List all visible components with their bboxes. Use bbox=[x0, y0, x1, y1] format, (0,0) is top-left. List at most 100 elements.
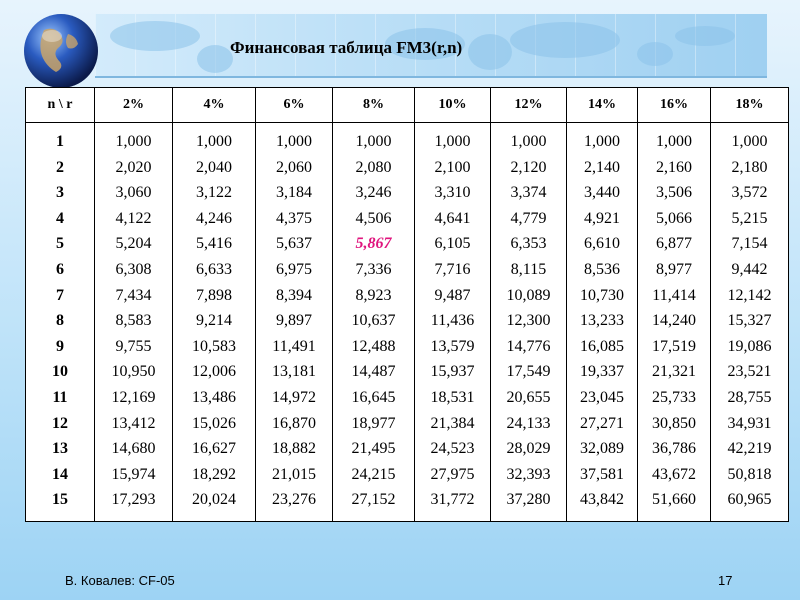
table-cell: 19,337 bbox=[580, 363, 624, 381]
table-cell: 1,000 bbox=[510, 133, 547, 150]
table-cell: 36,786 bbox=[652, 440, 696, 458]
table-cell: 3,184 bbox=[276, 184, 312, 202]
table-cell: 5,637 bbox=[276, 235, 312, 253]
table-cell: 2,120 bbox=[510, 158, 547, 176]
row-n-label: 2 bbox=[56, 158, 64, 176]
table-cell: 7,434 bbox=[115, 286, 152, 304]
table-cell: 8,977 bbox=[656, 260, 692, 278]
table-cell: 7,716 bbox=[434, 260, 471, 278]
table-cell: 21,321 bbox=[652, 363, 696, 381]
table-cell: 23,276 bbox=[272, 491, 316, 509]
table-cell: 18,292 bbox=[192, 465, 236, 483]
table-cell: 9,755 bbox=[115, 337, 152, 355]
table-cell: 16,645 bbox=[351, 388, 396, 406]
table-cell: 9,214 bbox=[196, 312, 232, 330]
table-cell: 43,672 bbox=[652, 465, 696, 483]
table-cell: 51,660 bbox=[652, 491, 696, 509]
table-cell: 8,583 bbox=[115, 312, 152, 330]
table-cell: 18,882 bbox=[272, 440, 316, 458]
table-cell: 13,579 bbox=[430, 337, 475, 355]
table-cell: 11,414 bbox=[652, 286, 696, 304]
header-row: n \ r 2% 4% 6% 8% 10% 12% 14% 16% 18% bbox=[25, 87, 789, 123]
rate-column-6: 1,000 2,060 3,184 4,375 5,637 6,975 8,394 9,897… bbox=[255, 122, 333, 522]
table-cell: 37,581 bbox=[580, 465, 624, 483]
table-cell: 23,045 bbox=[580, 388, 624, 406]
table-cell: 10,730 bbox=[580, 286, 624, 304]
rate-column-16: 1,000 2,160 3,506 5,066 6,877 8,977 11,414 14,2… bbox=[637, 122, 711, 522]
rate-column-2: 1,000 2,020 3,060 4,122 5,204 6,308 7,434 8,583… bbox=[94, 122, 173, 522]
row-n-label: 5 bbox=[56, 235, 64, 253]
n-column: 1 2 3 4 5 6 7 8 9 10 11 12 13 14 15 bbox=[25, 122, 95, 522]
table-cell: 5,204 bbox=[115, 235, 152, 253]
row-n-label: 13 bbox=[52, 440, 68, 458]
table-cell: 21,384 bbox=[430, 414, 475, 432]
row-n-label: 11 bbox=[52, 388, 68, 406]
table-cell: 9,442 bbox=[731, 260, 768, 278]
table-cell: 17,549 bbox=[506, 363, 551, 381]
table-cell: 6,877 bbox=[656, 235, 692, 253]
table-cell: 17,519 bbox=[652, 337, 696, 355]
table-cell: 3,246 bbox=[355, 184, 392, 202]
row-n-label: 1 bbox=[56, 133, 64, 150]
table-cell: 1,000 bbox=[731, 133, 768, 150]
row-n-label: 6 bbox=[56, 260, 64, 278]
table-cell: 1,000 bbox=[355, 133, 392, 150]
header-rate: 18% bbox=[710, 87, 789, 123]
rate-column-12: 1,000 2,120 3,374 4,779 6,353 8,115 10,089 12,3… bbox=[490, 122, 567, 522]
table-cell: 14,240 bbox=[652, 312, 696, 330]
table-cell: 14,972 bbox=[272, 388, 316, 406]
rate-column-14: 1,000 2,140 3,440 4,921 6,610 8,536 10,730 13,2… bbox=[566, 122, 638, 522]
row-n-label: 9 bbox=[56, 337, 64, 355]
table-cell: 1,000 bbox=[196, 133, 232, 150]
rate-column-18: 1,000 2,180 3,572 5,215 7,154 9,442 12,142 15,3… bbox=[710, 122, 789, 522]
table-cell: 21,495 bbox=[351, 440, 396, 458]
footer-author: В. Ковалев: CF-05 bbox=[65, 573, 175, 588]
table-cell: 6,105 bbox=[434, 235, 471, 253]
table-cell: 8,394 bbox=[276, 286, 312, 304]
table-cell: 32,393 bbox=[506, 465, 551, 483]
table-cell: 42,219 bbox=[727, 440, 772, 458]
rate-column-4: 1,000 2,040 3,122 4,246 5,416 6,633 7,898 9,214… bbox=[172, 122, 256, 522]
row-n-label: 14 bbox=[52, 465, 68, 483]
table-cell: 15,974 bbox=[111, 465, 156, 483]
page-number: 17 bbox=[718, 573, 733, 588]
table-cell: 1,000 bbox=[656, 133, 692, 150]
table-cell: 2,080 bbox=[355, 158, 392, 176]
world-map-decoration bbox=[110, 21, 735, 73]
table-cell: 19,086 bbox=[727, 337, 772, 355]
row-n-label: 7 bbox=[56, 286, 64, 304]
table-cell: 13,181 bbox=[272, 363, 316, 381]
table-cell: 27,271 bbox=[580, 414, 624, 432]
table-cell: 9,897 bbox=[276, 312, 312, 330]
header-rate: 8% bbox=[332, 87, 415, 123]
table-cell: 6,633 bbox=[196, 260, 232, 278]
table-cell: 34,931 bbox=[727, 414, 772, 432]
table-cell: 3,440 bbox=[584, 184, 620, 202]
table-cell: 1,000 bbox=[115, 133, 152, 150]
table-cell: 12,006 bbox=[192, 363, 236, 381]
header-rate: 2% bbox=[94, 87, 173, 123]
header-rate: 10% bbox=[414, 87, 491, 123]
table-cell: 2,040 bbox=[196, 158, 232, 176]
table-cell: 15,937 bbox=[430, 363, 475, 381]
table-cell: 7,336 bbox=[355, 260, 392, 278]
table-cell: 60,965 bbox=[727, 491, 772, 509]
table-cell: 14,680 bbox=[111, 440, 156, 458]
table-cell: 2,160 bbox=[656, 158, 692, 176]
table-cell: 4,779 bbox=[510, 209, 547, 227]
table-cell: 10,950 bbox=[111, 363, 156, 381]
table-cell: 1,000 bbox=[584, 133, 620, 150]
table-cell: 3,310 bbox=[434, 184, 471, 202]
row-n-label: 3 bbox=[56, 184, 64, 202]
table-cell: 2,060 bbox=[276, 158, 312, 176]
header-n-r: n \ r bbox=[25, 87, 95, 123]
table-cell: 25,733 bbox=[652, 388, 696, 406]
table-cell: 3,374 bbox=[510, 184, 547, 202]
table-cell: 20,655 bbox=[506, 388, 551, 406]
rate-column-8: 1,000 2,080 3,246 4,506 5,867 7,336 8,923 10,63… bbox=[332, 122, 415, 522]
table-cell: 6,975 bbox=[276, 260, 312, 278]
table-cell: 8,536 bbox=[584, 260, 620, 278]
table-cell: 4,506 bbox=[355, 209, 392, 227]
table-cell: 17,293 bbox=[111, 491, 156, 509]
